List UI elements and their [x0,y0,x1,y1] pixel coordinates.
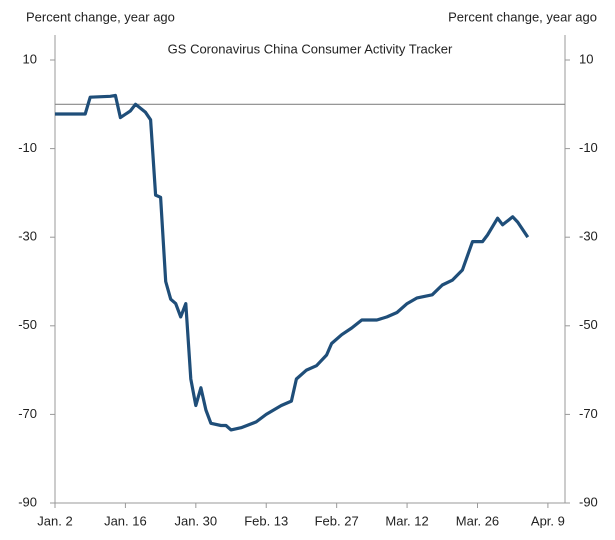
y-tick-label: 10 [23,51,37,66]
x-tick-label: Jan. 2 [37,513,72,528]
x-tick-label: Jan. 16 [104,513,147,528]
x-tick-label: Mar. 12 [385,513,428,528]
data-line [55,93,530,432]
y-tick-label: -10 [18,140,37,155]
x-tick-label: Apr. 9 [531,513,565,528]
y2-axis-label: Percent change, year ago [448,9,597,24]
y-tick-label: -30 [18,229,37,244]
y2-tick-label: -70 [579,406,598,421]
y2-tick-label: -10 [579,140,598,155]
y2-tick-label: -30 [579,229,598,244]
x-tick-label: Jan. 30 [175,513,218,528]
y2-tick-label: -50 [579,317,598,332]
y-tick-label: -70 [18,406,37,421]
x-tick-label: Mar. 26 [456,513,499,528]
chart-title: GS Coronavirus China Consumer Activity T… [168,41,453,56]
y2-tick-label: 10 [579,51,593,66]
y-tick-label: -90 [18,494,37,509]
y2-tick-label: -90 [579,494,598,509]
y-axis-label: Percent change, year ago [26,9,175,24]
y-tick-label: -50 [18,317,37,332]
x-tick-label: Feb. 27 [315,513,359,528]
x-tick-label: Feb. 13 [244,513,288,528]
